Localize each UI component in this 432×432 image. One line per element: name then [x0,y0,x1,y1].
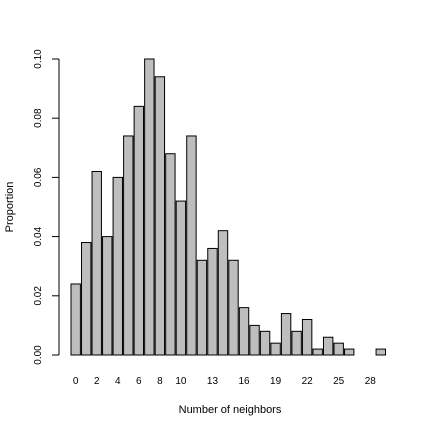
bar-6 [133,105,145,356]
bar-10 [175,200,187,356]
bar-15 [228,259,239,356]
bar-19 [270,342,281,356]
bar-5 [123,135,134,356]
bar-11 [186,135,197,356]
bar-21 [291,330,302,356]
x-tick-label: 22 [302,376,314,387]
y-tick-label: 0.06 [33,167,44,187]
x-tick-label: 13 [207,376,219,387]
bar-12 [196,259,208,356]
bar-3 [102,236,113,356]
x-tick-label: 6 [136,376,142,387]
bar-8 [154,76,166,356]
bar-22 [301,318,313,356]
y-tick-label: 0.08 [33,108,44,128]
x-tick-label: 10 [175,376,187,387]
bar-23 [312,348,323,356]
x-tick-label: 8 [157,376,163,387]
y-tick-label: 0.02 [33,286,44,306]
bar-2 [91,170,102,356]
y-tick-label: 0.04 [33,226,44,246]
x-tick-label: 2 [94,376,100,387]
bar-17 [249,324,260,356]
y-tick-label: 0.00 [33,345,44,365]
bar-9 [165,153,176,356]
x-axis-title: Number of neighbors [179,404,282,416]
bar-group [70,58,386,356]
bar-1 [81,242,92,356]
y-tick-label: 0.10 [33,49,44,69]
bar-18 [259,330,271,356]
x-tick-label: 16 [238,376,250,387]
bar-7 [144,58,155,356]
bar-16 [238,307,250,356]
x-axis-tick-labels: 0 2 4 6 8 10 13 16 19 22 25 28 [73,376,376,387]
bar-29 [375,348,386,356]
bar-4 [112,176,123,356]
bar-14 [217,230,229,356]
bar-25 [333,342,344,356]
bar-24 [322,336,334,356]
bar-20 [280,313,292,356]
bar-13 [207,247,218,356]
x-tick-label: 4 [115,376,121,387]
y-axis: 0.00 0.02 0.04 0.06 0.08 0.10 [33,49,60,365]
x-tick-label: 28 [365,376,377,387]
y-axis-title: Proportion [4,182,16,233]
x-tick-label: 19 [270,376,282,387]
x-tick-label: 0 [73,376,79,387]
x-tick-label: 25 [333,376,345,387]
bar-26 [344,348,355,356]
bar-0 [70,283,81,356]
